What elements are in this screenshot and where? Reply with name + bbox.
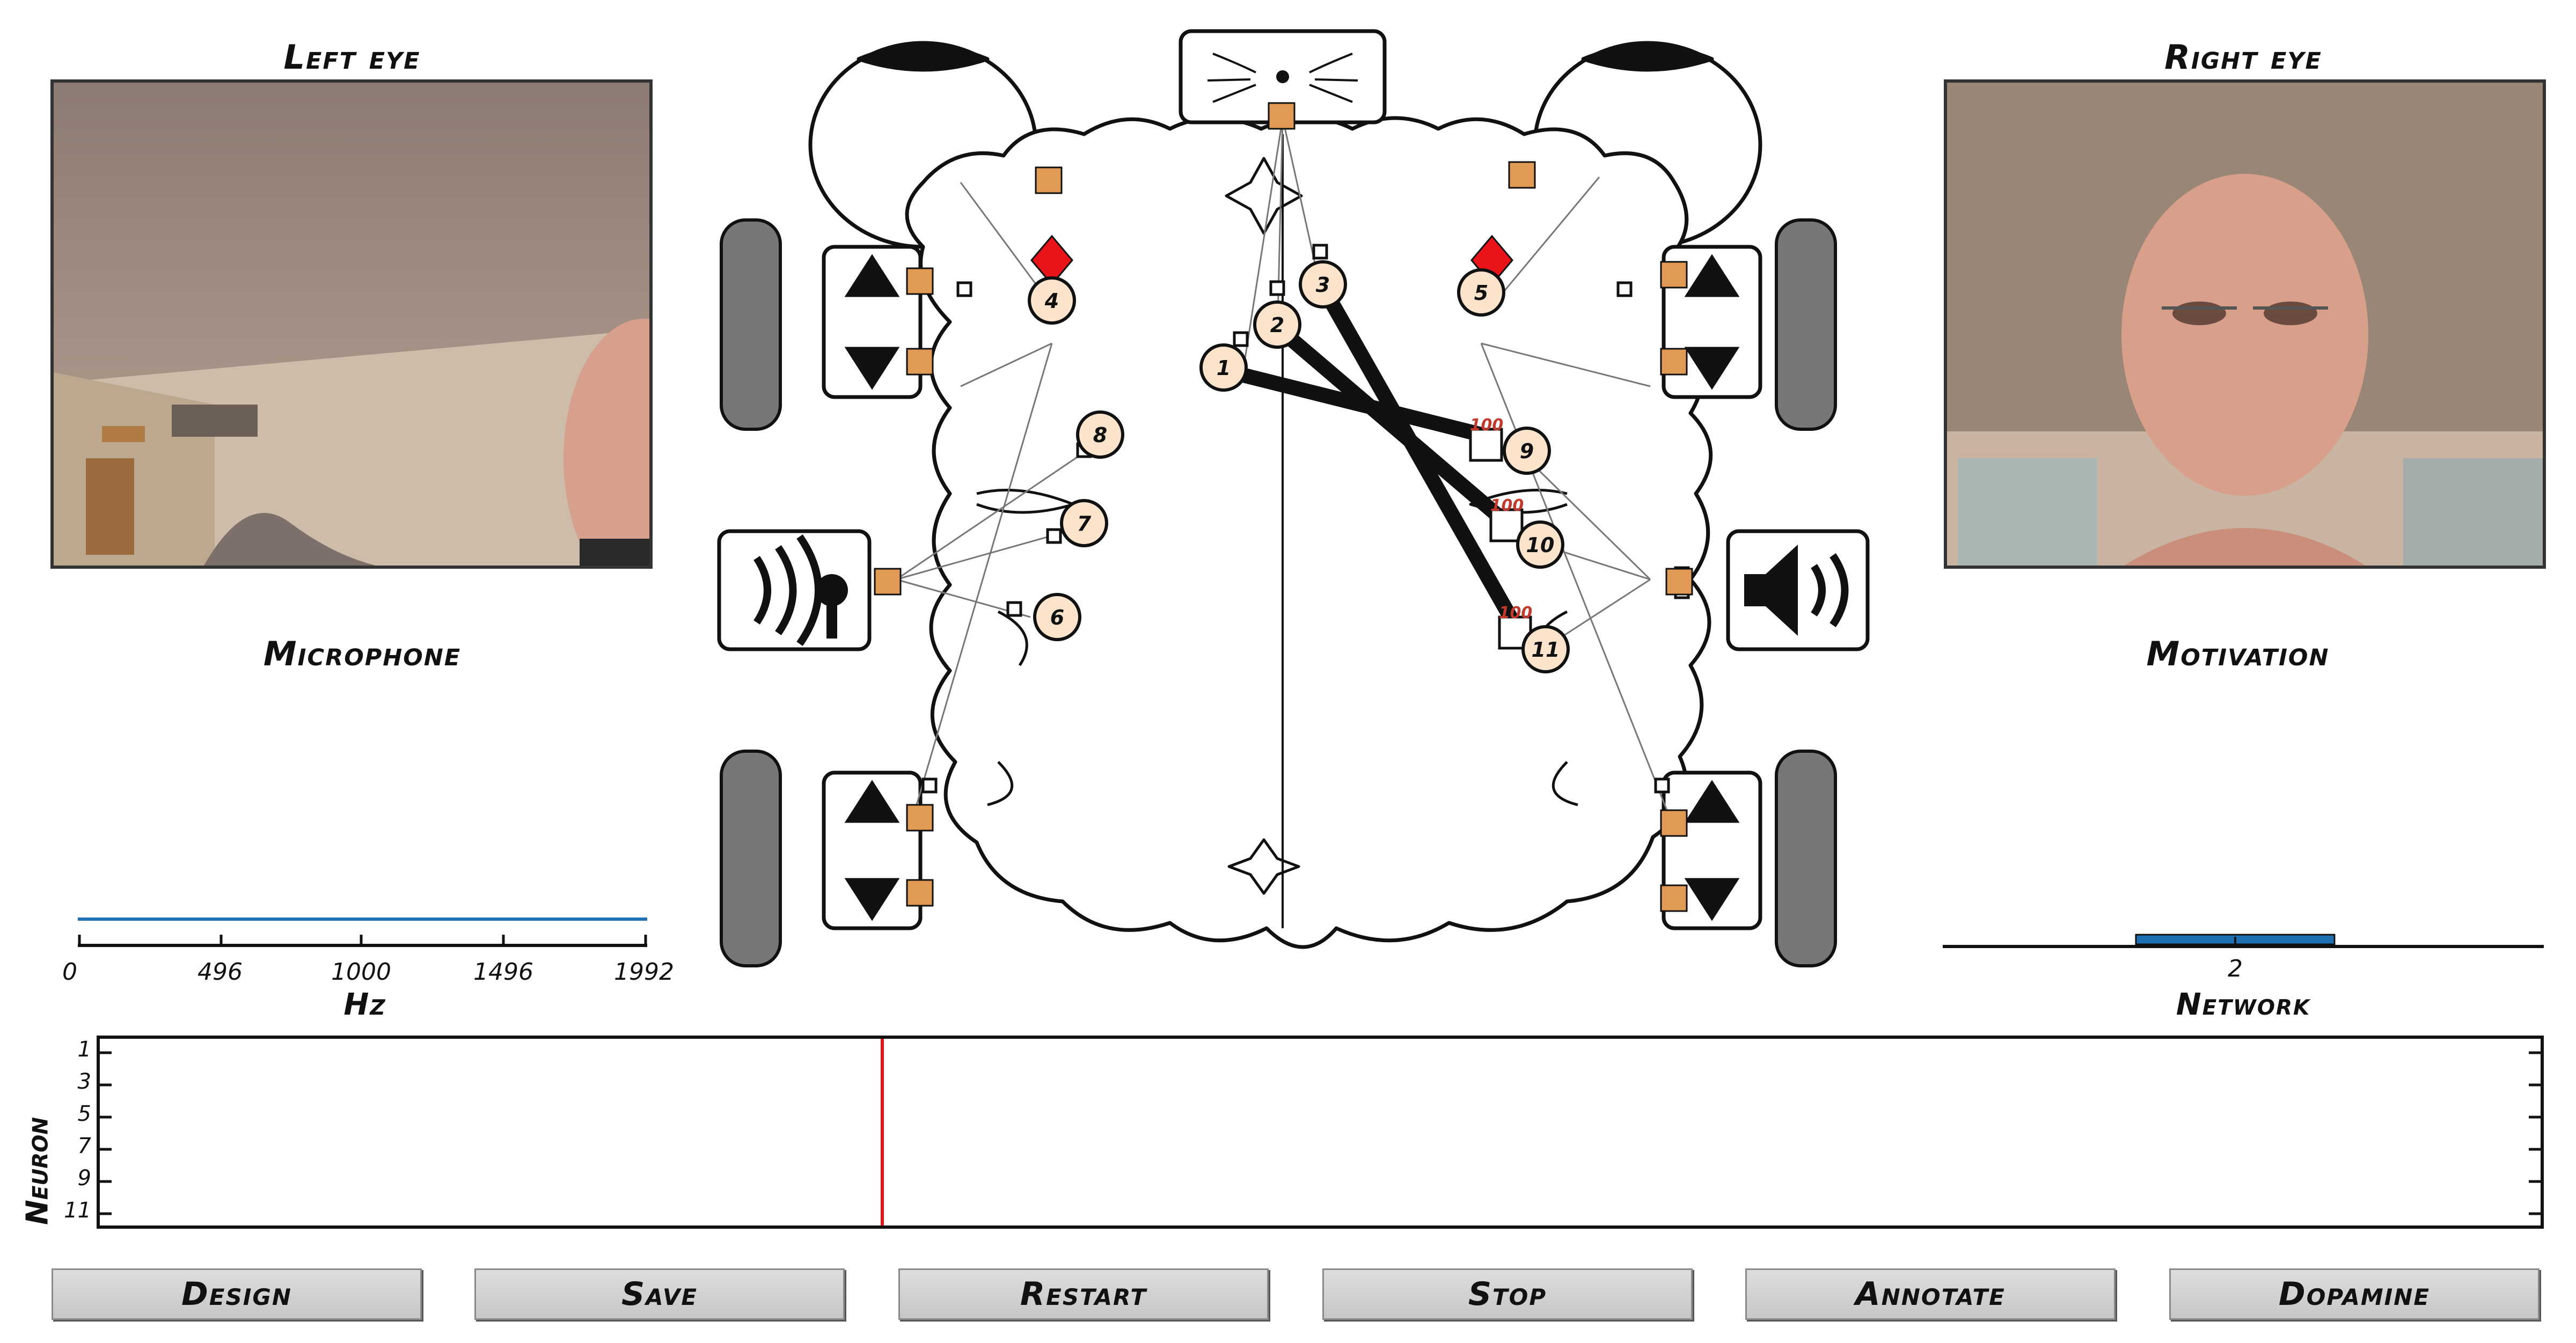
left-eye-camera-feed — [50, 79, 653, 569]
neuron-11[interactable] — [1521, 625, 1570, 673]
network-label: Network — [2176, 987, 2311, 1022]
left-eye-image — [54, 83, 649, 566]
microphone-unit-label: Hz — [343, 987, 386, 1022]
brain-diagram: 1 2 3 4 5 6 7 8 9 10 11 100 100 100 — [717, 29, 1870, 967]
right-eye-title: Right eye — [2164, 38, 2322, 77]
synapse-weight-label-3: 100 — [1499, 604, 1533, 622]
neuron-2-label: 2 — [1270, 313, 1284, 337]
neuron-5-label: 5 — [1474, 281, 1488, 305]
neuron-8-label: 8 — [1093, 423, 1107, 447]
stop-button[interactable]: Stop — [1322, 1268, 1693, 1320]
neuron-10[interactable] — [1516, 520, 1564, 569]
raster-tick-5: 5 — [77, 1102, 91, 1126]
synapse-weight-label-2: 100 — [1490, 496, 1524, 515]
up-down-arrow-icon — [822, 245, 1762, 930]
motivation-chart — [1943, 934, 2544, 948]
raster-tick-7: 7 — [77, 1134, 91, 1158]
neuron-7[interactable] — [1060, 499, 1108, 547]
motivation-tick: 2 — [2228, 955, 2243, 982]
microphone-spectrum-chart — [78, 918, 647, 947]
right-eye-image — [1947, 83, 2543, 566]
mic-tick-2: 1000 — [331, 958, 391, 986]
neuron-3[interactable] — [1299, 260, 1347, 309]
mic-tick-3: 1496 — [473, 958, 533, 986]
neuron-6[interactable] — [1033, 593, 1081, 641]
right-eye-camera-feed — [1944, 79, 2546, 569]
design-button[interactable]: Design — [52, 1268, 422, 1320]
mic-tick-0: 0 — [62, 958, 77, 986]
left-eye-title: Left eye — [283, 38, 421, 77]
neuron-1-label: 1 — [1217, 356, 1231, 380]
raster-tick-1: 1 — [77, 1037, 91, 1062]
synapse-weight-label-1: 100 — [1470, 416, 1504, 435]
raster-tick-3: 3 — [77, 1069, 91, 1094]
raster-tick-9: 9 — [77, 1166, 91, 1191]
neuron-1[interactable] — [1199, 343, 1248, 392]
mic-tick-1: 496 — [197, 958, 243, 986]
brain-outline — [905, 116, 1713, 949]
save-button[interactable]: Save — [474, 1268, 845, 1320]
neuron-6-label: 6 — [1050, 606, 1064, 629]
speaker-icon — [1726, 529, 1870, 651]
neuron-9-label: 9 — [1520, 439, 1534, 463]
neuron-10-label: 10 — [1526, 533, 1555, 557]
tire-icon — [720, 218, 1837, 967]
neuron-5[interactable] — [1457, 268, 1505, 317]
microphone-icon — [717, 529, 872, 651]
microphone-title: Microphone — [263, 634, 462, 673]
neuron-9[interactable] — [1503, 427, 1551, 475]
motivation-title: Motivation — [2146, 634, 2330, 673]
neuron-2[interactable] — [1253, 300, 1301, 349]
neuron-7-label: 7 — [1077, 512, 1092, 535]
restart-button[interactable]: Restart — [898, 1268, 1269, 1320]
neuron-3-label: 3 — [1316, 273, 1330, 297]
dopamine-button[interactable]: Dopamine — [2169, 1268, 2540, 1320]
neuron-4-label: 4 — [1044, 289, 1059, 313]
neuron-4[interactable] — [1028, 276, 1076, 325]
annotate-button[interactable]: Annotate — [1745, 1268, 2116, 1320]
raster-plot — [97, 1036, 2544, 1229]
neuron-axis-label: Neuron — [20, 1117, 55, 1225]
neuron-11-label: 11 — [1532, 638, 1560, 662]
raster-tick-11: 11 — [64, 1198, 91, 1223]
mic-tick-4: 1992 — [614, 958, 674, 986]
neuron-8[interactable] — [1076, 410, 1124, 459]
